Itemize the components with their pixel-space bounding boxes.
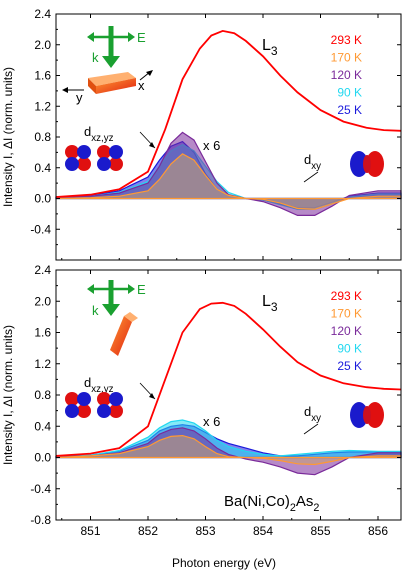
x-axis-title: Photon energy (eV) — [172, 556, 276, 570]
top-panel: -0.4 0.0 0.4 0.8 1.2 1.6 2.0 2.4 Intensity I, ΔI… — [1, 7, 402, 261]
x-axis-arrow-head — [146, 70, 153, 76]
x-tick-label: 852 — [138, 524, 158, 538]
y-tick-label: 0.4 — [34, 419, 51, 433]
y-tick-label: 0.4 — [34, 161, 51, 175]
e-label: E — [137, 282, 146, 297]
y-tick-label: 1.2 — [34, 99, 51, 113]
k-vector-head — [102, 304, 120, 316]
y-tick-label: 2.0 — [34, 38, 51, 52]
legend-entry: 90 K — [337, 86, 362, 100]
x-tick-label: 854 — [253, 524, 273, 538]
dxy-orbital-icon — [350, 402, 384, 428]
series-area-170k — [55, 434, 402, 466]
dxy-label: dxy — [304, 152, 321, 172]
y-tick-label: 2.4 — [34, 7, 51, 21]
sample-slab-front — [96, 78, 136, 94]
legend-entry: 120 K — [331, 324, 362, 338]
bottom-panel: -0.8 -0.4 0.0 0.4 0.8 1.2 1.6 2.0 2.4 851 852 853 85… — [1, 263, 402, 538]
y-axis-arrow-head — [62, 87, 68, 93]
y-tick-label: 2.4 — [34, 263, 51, 277]
intensity-curve-293k — [55, 301, 402, 457]
x6-label: x 6 — [203, 414, 220, 429]
edge-label: L3 — [262, 293, 278, 314]
k-vector-head — [102, 56, 120, 68]
x-axis-letter: x — [138, 78, 145, 93]
y-tick-label: -0.8 — [30, 513, 51, 527]
dxz-arrowhead — [149, 393, 155, 399]
y-tick-label: 0.8 — [34, 388, 51, 402]
sample-slab-tilted-top — [124, 312, 138, 322]
y-tick-label: 2.0 — [34, 294, 51, 308]
dxy-label: dxy — [304, 404, 321, 424]
dxz-arrowhead — [149, 142, 155, 148]
edge-label: L3 — [262, 37, 278, 58]
legend-entry: 25 K — [337, 103, 362, 117]
y-tick-label: 0.0 — [34, 192, 51, 206]
y-tick-label: 0.8 — [34, 130, 51, 144]
k-label: k — [92, 303, 99, 318]
legend-entry: 90 K — [337, 342, 362, 356]
x-tick-label: 853 — [195, 524, 215, 538]
y-tick-label: 1.6 — [34, 69, 51, 83]
intensity-curve-293k — [55, 29, 402, 198]
series-area-90k — [55, 419, 402, 459]
y-tick-label: 0.0 — [34, 451, 51, 465]
dyz-orbital-icon — [97, 392, 123, 418]
dxz-orbital-icon — [65, 145, 91, 171]
legend-entry: 293 K — [331, 33, 362, 47]
series-area-120k — [55, 131, 402, 216]
y-tick-label: 1.2 — [34, 357, 51, 371]
legend-entry: 25 K — [337, 359, 362, 373]
dxy-pointer — [303, 423, 319, 435]
y-axis-title: Intensity I, ΔI (norm. units) — [1, 67, 15, 207]
dxy-pointer — [303, 171, 319, 183]
sample-slab-side — [88, 78, 96, 94]
series-area-170k — [55, 153, 402, 210]
compound-label: Ba(Ni,Co)2As2 — [224, 493, 319, 514]
x6-label: x 6 — [203, 138, 220, 153]
k-label: k — [92, 50, 99, 65]
legend-entry: 170 K — [331, 51, 362, 65]
sample-slab-tilted — [110, 316, 132, 356]
sample-slab-top — [88, 72, 136, 86]
dyz-orbital-icon — [97, 145, 123, 171]
dxz-yz-label: dxz,yz — [84, 375, 114, 395]
x-tick-label: 851 — [80, 524, 100, 538]
legend-entry: 170 K — [331, 307, 362, 321]
x-tick-label: 855 — [310, 524, 330, 538]
legend-entry: 120 K — [331, 68, 362, 82]
y-tick-label: 1.6 — [34, 326, 51, 340]
dxy-orbital-icon — [350, 151, 384, 177]
y-tick-label: -0.4 — [30, 222, 51, 236]
y-axis-title: Intensity I, ΔI (norm. units) — [1, 325, 15, 465]
dxz-orbital-icon — [65, 392, 91, 418]
dxz-yz-label: dxz,yz — [84, 124, 114, 144]
legend-entry: 293 K — [331, 289, 362, 303]
x-tick-label: 856 — [368, 524, 388, 538]
y-axis-letter: y — [76, 90, 83, 105]
y-tick-label: -0.4 — [30, 482, 51, 496]
e-label: E — [137, 30, 146, 45]
